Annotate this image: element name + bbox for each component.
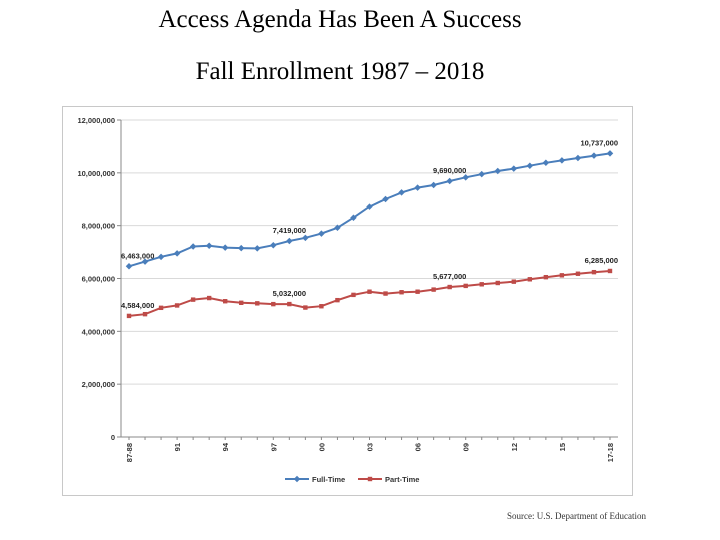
data-point [350, 214, 357, 221]
legend-label: Full-Time [312, 475, 345, 484]
data-point [542, 159, 550, 167]
data-point [223, 299, 228, 304]
data-point [335, 297, 340, 303]
legend-label: Part-Time [385, 475, 419, 484]
x-tick-label: 12 [510, 443, 519, 451]
x-tick-label: 06 [414, 443, 423, 451]
data-point [431, 287, 436, 292]
data-point [302, 234, 309, 242]
x-tick-label: 03 [366, 443, 375, 451]
data-point [382, 195, 389, 203]
data-point [511, 279, 516, 284]
x-tick-label: 15 [558, 443, 567, 451]
enrollment-line-chart: 0 2,000,000 4,000,000 6,000,000 8,000,000 10,… [77, 116, 618, 484]
data-label: 6,463,000 [121, 251, 154, 260]
data-point [125, 263, 133, 270]
y-tick-label: 12,000,000 [77, 116, 115, 125]
data-point [286, 237, 293, 245]
data-point [430, 181, 437, 189]
data-point [495, 280, 500, 286]
data-point [558, 157, 566, 164]
data-point [319, 304, 324, 309]
data-point [334, 224, 341, 232]
data-point [237, 244, 245, 252]
data-label: 9,690,000 [433, 166, 466, 175]
data-point [574, 154, 582, 162]
data-point [590, 152, 598, 159]
source-note: Source: U.S. Department of Education [507, 511, 646, 521]
data-point [271, 301, 276, 307]
data-point [559, 273, 565, 278]
data-point [318, 230, 325, 237]
data-point [206, 295, 212, 301]
data-point [254, 245, 261, 252]
data-point [287, 301, 292, 307]
data-label: 5,677,000 [433, 272, 466, 281]
y-tick-label: 6,000,000 [82, 275, 115, 284]
legend-marker [293, 475, 301, 483]
data-label: 4,584,000 [121, 301, 154, 310]
data-point [126, 313, 132, 319]
data-point [157, 253, 165, 261]
data-point [591, 269, 597, 275]
data-point [478, 170, 485, 178]
data-point [190, 297, 196, 302]
data-point [414, 184, 421, 191]
data-point [606, 150, 614, 157]
data-point [463, 283, 468, 289]
data-point [173, 250, 181, 257]
chart-container: 0 2,000,000 4,000,000 6,000,000 8,000,000 10,… [62, 106, 633, 496]
data-point [462, 174, 469, 181]
y-tick-label: 2,000,000 [82, 380, 115, 389]
slide-title: Access Agenda Has Been A Success [158, 6, 522, 33]
data-point [527, 277, 533, 282]
x-tick-label: 94 [221, 442, 230, 451]
data-point [255, 301, 260, 306]
data-label: 7,419,000 [273, 226, 306, 235]
x-tick-label: 09 [462, 443, 471, 451]
legend-marker [367, 476, 373, 482]
data-point [510, 165, 518, 172]
data-point [526, 162, 534, 169]
data-point [174, 303, 180, 308]
y-tick-label: 10,000,000 [77, 169, 115, 178]
y-tick-label: 8,000,000 [82, 222, 115, 231]
x-tick-label: 17-18 [606, 443, 615, 462]
data-point [415, 289, 420, 294]
data-point [221, 244, 229, 251]
data-point [543, 274, 549, 280]
y-tick-label: 0 [111, 433, 115, 442]
data-point [367, 289, 372, 294]
data-point [575, 271, 581, 276]
data-point [447, 284, 452, 290]
x-tick-label: 91 [173, 443, 182, 451]
data-point [158, 305, 164, 311]
data-point [479, 282, 484, 287]
x-tick-label: 87-88 [125, 443, 134, 462]
chart-subtitle: Fall Enrollment 1987 – 2018 [195, 58, 485, 85]
data-label: 5,032,000 [273, 289, 306, 298]
data-point [607, 268, 613, 274]
data-point [399, 290, 404, 295]
data-point [446, 177, 453, 185]
data-point [142, 311, 148, 317]
data-point [205, 242, 213, 249]
data-point [239, 300, 244, 306]
data-label: 10,737,000 [580, 138, 618, 147]
data-label: 6,285,000 [585, 256, 618, 265]
y-tick-label: 4,000,000 [82, 327, 115, 336]
data-point [383, 291, 388, 296]
data-point [398, 189, 405, 196]
data-point [303, 305, 308, 310]
data-point [189, 243, 197, 250]
x-tick-label: 00 [317, 443, 326, 451]
data-point [270, 241, 277, 249]
data-point [351, 292, 356, 298]
x-tick-label: 97 [269, 443, 278, 451]
